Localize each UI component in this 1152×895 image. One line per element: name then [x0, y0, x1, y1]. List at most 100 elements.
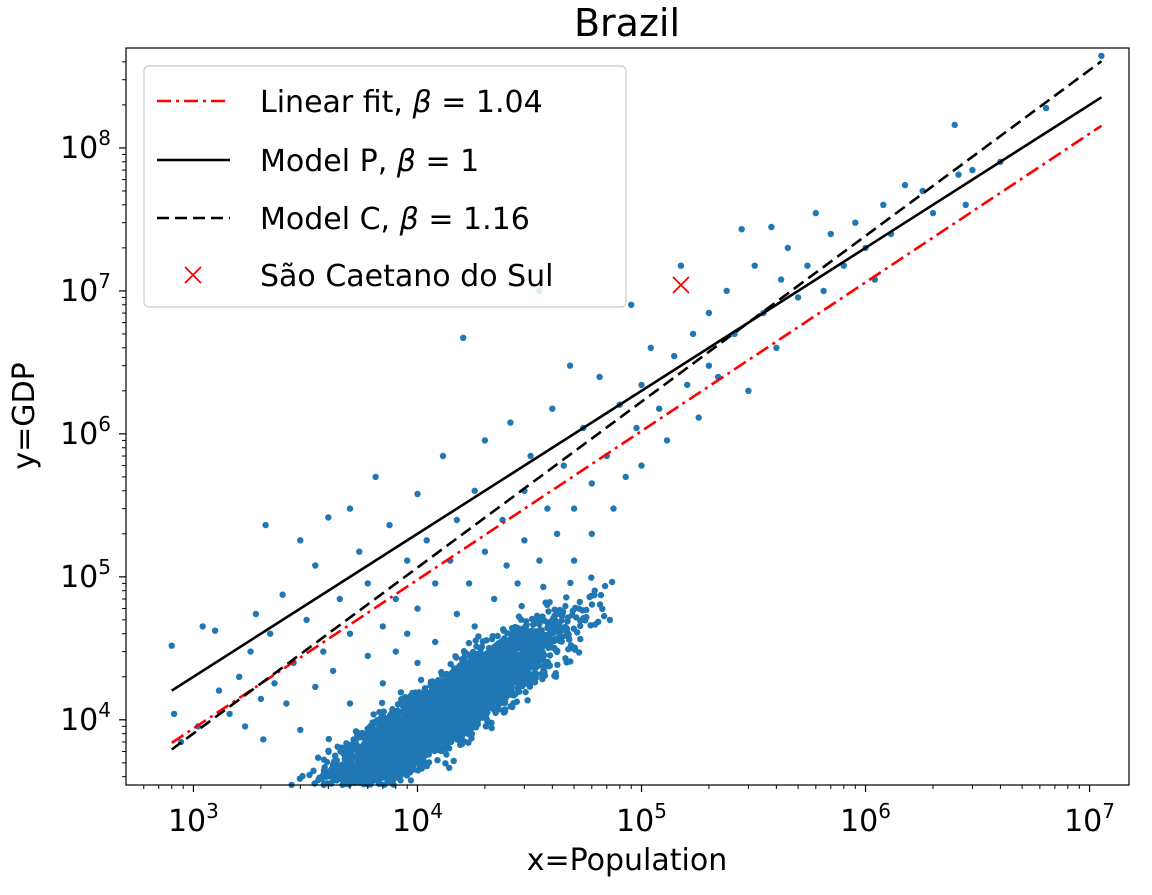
data-point	[794, 294, 802, 301]
data-point	[397, 689, 405, 696]
data-point	[428, 688, 436, 695]
data-point	[738, 226, 745, 233]
data-point	[435, 746, 442, 754]
data-point	[310, 767, 317, 774]
data-point	[422, 718, 430, 726]
data-point	[569, 611, 576, 619]
data-point	[320, 768, 328, 775]
data-point	[610, 505, 617, 512]
data-point	[524, 652, 531, 660]
data-point	[529, 654, 536, 661]
data-point	[496, 639, 503, 646]
data-point	[421, 760, 429, 767]
data-point	[400, 721, 407, 729]
data-point	[306, 771, 313, 779]
data-point	[656, 405, 663, 412]
data-point	[415, 696, 423, 704]
data-point	[337, 773, 344, 780]
data-point	[560, 462, 567, 469]
data-point	[168, 642, 175, 649]
data-point	[577, 635, 584, 643]
data-point	[812, 209, 819, 217]
data-point	[481, 651, 488, 658]
data-point	[379, 680, 386, 687]
data-point	[385, 727, 392, 734]
x-tick-label: 104	[392, 799, 443, 839]
data-point	[638, 462, 645, 469]
data-point	[438, 727, 446, 734]
data-point	[543, 642, 551, 650]
data-point	[346, 505, 354, 512]
data-point	[556, 632, 564, 639]
data-point	[470, 676, 477, 683]
data-point	[403, 755, 410, 763]
data-point	[439, 452, 447, 460]
data-point	[372, 755, 380, 762]
data-point	[723, 287, 730, 295]
data-point	[601, 582, 609, 590]
data-point	[507, 419, 514, 426]
data-point	[518, 602, 525, 610]
data-point	[599, 605, 606, 613]
data-point	[622, 473, 629, 481]
data-point	[516, 633, 523, 640]
data-point	[395, 700, 402, 708]
data-point	[450, 695, 458, 702]
data-point	[597, 591, 605, 599]
data-point	[546, 631, 553, 638]
data-point	[346, 630, 354, 637]
data-point	[408, 749, 415, 757]
data-point	[647, 344, 654, 351]
data-point	[777, 276, 785, 283]
data-point	[552, 673, 560, 680]
data-point	[394, 773, 401, 780]
x-axis-ticks: 103 104 105 106 107	[143, 785, 1115, 839]
data-point	[663, 437, 671, 444]
data-point	[404, 738, 411, 745]
data-point	[490, 674, 498, 682]
data-point	[460, 659, 468, 666]
data-point	[369, 766, 376, 773]
data-point	[444, 683, 452, 690]
data-point	[470, 723, 478, 731]
data-point	[544, 659, 552, 666]
data-point	[541, 669, 548, 676]
data-point	[500, 627, 507, 634]
data-point	[495, 663, 503, 670]
data-point	[387, 744, 394, 751]
data-point	[446, 764, 453, 771]
data-point	[562, 602, 569, 610]
data-point	[333, 777, 340, 784]
data-point	[549, 644, 557, 651]
data-point	[474, 710, 481, 717]
data-point	[608, 578, 616, 586]
data-point	[512, 642, 520, 649]
data-point	[475, 633, 482, 640]
data-point	[372, 748, 380, 755]
data-point	[347, 758, 355, 765]
data-point	[356, 548, 363, 555]
data-point	[1042, 104, 1050, 112]
data-point	[211, 627, 219, 634]
data-point	[357, 775, 365, 782]
data-point	[354, 729, 361, 736]
data-point	[311, 780, 318, 787]
data-point	[745, 387, 752, 394]
x-axis-title: x=Population	[527, 843, 728, 878]
data-point	[414, 490, 421, 498]
data-point	[768, 223, 775, 231]
data-point	[452, 653, 459, 660]
data-point	[429, 743, 437, 750]
data-point	[633, 424, 640, 432]
data-point	[521, 537, 528, 544]
data-point	[427, 696, 434, 703]
data-point	[303, 616, 310, 624]
data-point	[493, 692, 500, 700]
data-point	[283, 700, 290, 707]
data-point	[331, 770, 338, 777]
data-point	[501, 682, 509, 689]
data-point	[557, 638, 564, 645]
data-point	[452, 679, 459, 686]
data-point	[880, 201, 887, 208]
